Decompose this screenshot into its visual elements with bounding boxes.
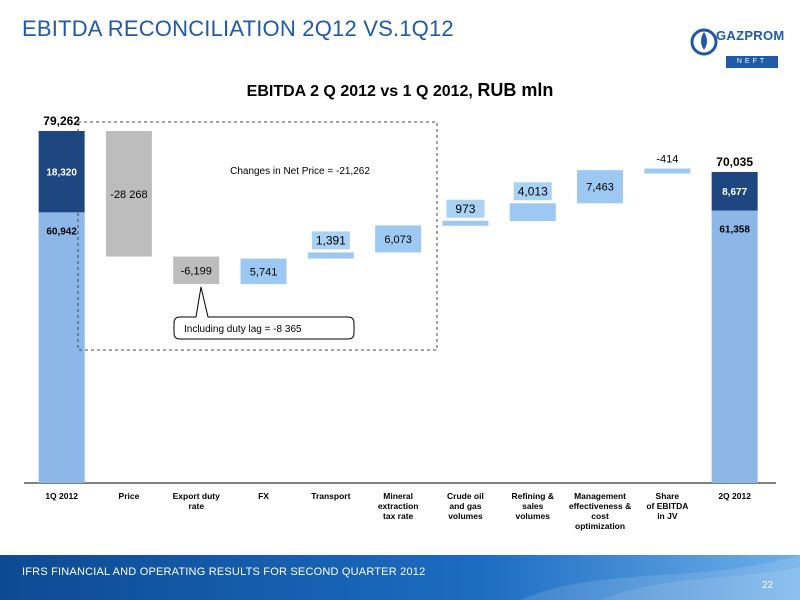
end-total-label: 70,035 <box>716 155 753 169</box>
category-label: effectiveness & <box>569 501 631 511</box>
waterfall-value-box <box>513 182 552 201</box>
category-label: 2Q 2012 <box>718 491 751 501</box>
waterfall-value-box <box>446 199 485 218</box>
category-label: Share <box>656 491 680 501</box>
category-label: sales <box>522 501 544 511</box>
ebitda-waterfall-chart: 60,942 18,320 79,262 61,358 8,677 70,035 -28 2… <box>24 114 776 531</box>
start-segment-label: 18,320 <box>46 168 77 179</box>
category-label: optimization <box>575 521 625 531</box>
end-segment-label: 61,358 <box>719 225 750 236</box>
category-label: Crude oil <box>447 491 484 501</box>
category-label: volumes <box>448 511 483 521</box>
chart-title-unit: RUB mln <box>477 80 554 100</box>
category-label: tax rate <box>383 511 414 521</box>
category-label: Transport <box>311 491 350 501</box>
category-label: of EBITDA <box>646 501 688 511</box>
category-label: 1Q 2012 <box>45 491 78 501</box>
waterfall-value-label: 7,463 <box>586 182 614 194</box>
page-number: 22 <box>762 580 774 591</box>
logo-name: GAZPROM <box>716 28 785 43</box>
waterfall-value-label: -6,199 <box>181 265 212 277</box>
category-label: and gas <box>449 501 481 511</box>
waterfall-bar <box>240 258 287 285</box>
waterfall-bar <box>644 168 691 174</box>
chart-title: EBITDA 2 Q 2012 vs 1 Q 2012, RUB mln <box>0 80 800 101</box>
end-segment-bar <box>711 171 758 211</box>
category-label: Mineral <box>383 491 413 501</box>
waterfall-value-label: -414 <box>656 154 678 166</box>
waterfall-value-label: 4,013 <box>518 184 548 198</box>
gazprom-flame-logo-icon <box>690 28 718 56</box>
waterfall-bar <box>375 225 422 253</box>
category-label: Export duty <box>173 491 220 501</box>
category-label: Management <box>574 491 626 501</box>
category-label: FX <box>258 491 269 501</box>
footer-band <box>0 555 800 600</box>
category-label: cost <box>591 511 609 521</box>
category-label: volumes <box>516 511 551 521</box>
category-label: rate <box>188 501 204 511</box>
waterfall-bar <box>577 170 624 204</box>
footer-text: IFRS FINANCIAL AND OPERATING RESULTS FOR… <box>22 566 426 578</box>
start-segment-bar <box>38 212 85 484</box>
waterfall-value-label: 6,073 <box>384 234 412 246</box>
waterfall-value-label: 973 <box>455 202 475 216</box>
category-label: in JV <box>657 511 678 521</box>
waterfall-value-label: -28 268 <box>110 189 147 201</box>
start-segment-bar <box>38 131 85 213</box>
waterfall-bar <box>509 203 556 222</box>
end-segment-bar <box>711 210 758 483</box>
duty-lag-annotation: Including duty lag = -8 365 <box>184 324 302 335</box>
start-total-label: 79,262 <box>43 114 80 128</box>
start-segment-label: 60,942 <box>46 226 77 237</box>
category-label: Price <box>119 491 140 501</box>
category-label: Refining & <box>512 491 555 501</box>
waterfall-value-box <box>311 231 350 250</box>
waterfall-value-label: 1,391 <box>316 233 346 247</box>
chart-title-text: EBITDA 2 Q 2012 vs 1 Q 2012, <box>246 83 473 100</box>
page-title: EBITDA RECONCILIATION 2Q12 VS.1Q12 <box>22 16 454 41</box>
waterfall-bar <box>173 256 220 285</box>
waterfall-value-label: 5,741 <box>250 266 278 278</box>
logo-sub: NEFT <box>726 56 778 68</box>
end-segment-label: 8,677 <box>722 187 747 198</box>
waterfall-bar <box>105 131 152 257</box>
waterfall-bar <box>307 252 354 259</box>
net-price-annotation: Changes in Net Price = -21,262 <box>230 166 370 177</box>
category-label: extraction <box>378 501 419 511</box>
waterfall-bar <box>442 220 489 226</box>
duty-lag-callout <box>173 286 355 340</box>
